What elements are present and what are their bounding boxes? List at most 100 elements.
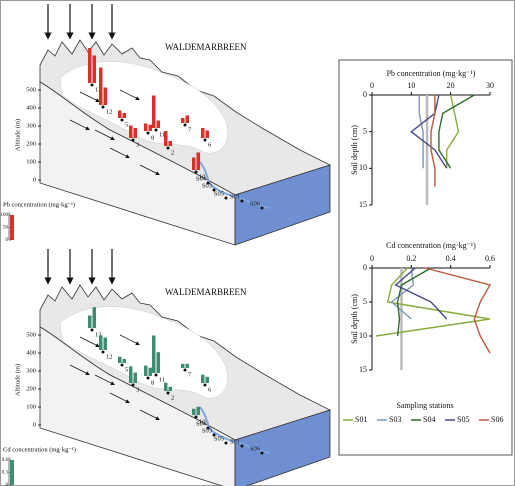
legend-title: Sampling stations [396, 401, 453, 410]
concentration-bar [118, 111, 122, 119]
legend-label: S01 [355, 415, 367, 424]
x-tick-label: 0.4 [446, 254, 456, 263]
concentration-bar [104, 88, 108, 106]
concentration-bar [144, 124, 148, 132]
concentration-bar [129, 366, 133, 383]
y-tick-label: 15 [359, 200, 367, 209]
y-axis-label: Soil depth (cm) [350, 294, 359, 344]
station-point [121, 119, 124, 122]
station-label: 5 [125, 121, 128, 128]
y-tick-label: 300 [26, 122, 36, 129]
station-point [132, 139, 135, 142]
station-point [147, 132, 150, 135]
concentration-bar [192, 409, 196, 415]
x-tick-label: 0.2 [406, 254, 416, 263]
y-tick-label: 0 [33, 421, 36, 428]
legend-label: S05 [457, 415, 469, 424]
station-label: 3 [136, 141, 139, 148]
station-point [102, 351, 105, 354]
y-tick-label: 400 [26, 104, 36, 111]
legend-label: S04 [423, 415, 435, 424]
station-point [195, 416, 198, 419]
station-label: 2 [171, 149, 174, 156]
station-point [132, 384, 135, 387]
outlet-label: S03 [202, 427, 212, 434]
y-tick-label: 200 [26, 140, 36, 147]
x-tick-label: 0 [370, 81, 374, 90]
concentration-bar [152, 336, 156, 374]
concentration-bar [93, 307, 97, 328]
station-label: 2 [171, 394, 174, 401]
diagram-title: WALDEMARBREEN [165, 42, 247, 52]
legend-bar [10, 460, 14, 485]
station-point [204, 384, 207, 387]
station-point [102, 106, 105, 109]
x-tick-label: 30 [486, 81, 494, 90]
y-tick-label: 0 [33, 176, 36, 183]
concentration-bar [118, 357, 122, 363]
y-tick-label: 15 [359, 365, 367, 374]
y-tick-label: 500 [26, 331, 36, 338]
outlet-point [261, 207, 264, 210]
legend-tick-label: 0.6 [2, 458, 9, 463]
legend-tick-label: 100 [1, 213, 9, 218]
concentration-bar [201, 128, 205, 138]
concentration-bar [164, 383, 168, 391]
diagram-title: WALDEMARBREEN [165, 287, 247, 297]
x-tick-label: 0 [370, 254, 374, 263]
y-tick-label: 100 [26, 403, 36, 410]
station-point [184, 369, 187, 372]
concentration-bar [169, 141, 173, 146]
y-tick-label: 10 [359, 331, 367, 340]
outlet-label: S03 [202, 182, 212, 189]
concentration-bar [104, 338, 108, 351]
station-point [167, 392, 170, 395]
concentration-bar [206, 377, 210, 383]
station-label: 11 [159, 376, 165, 383]
y-tick-label: 0 [363, 263, 367, 272]
concentration-bar [134, 128, 138, 138]
concentration-bar [169, 387, 173, 391]
legend-tick-label: 0.3 [2, 471, 9, 476]
chart-title: Cd concentration (mg·kg⁻¹) [386, 241, 476, 250]
concentration-bar [88, 316, 92, 329]
x-tick-label: 10 [407, 81, 415, 90]
concentration-bar [99, 68, 103, 106]
figure: WALDEMARBREENAltitude (m)010020030040050… [0, 0, 515, 486]
outlet-label: S06 [250, 200, 261, 207]
y-tick-label: 500 [26, 86, 36, 93]
station-point [204, 139, 207, 142]
station-point [184, 124, 187, 127]
concentration-bar [206, 131, 210, 139]
concentration-bar [197, 407, 201, 415]
outlet-label: S04 [196, 175, 207, 182]
concentration-bar [99, 335, 103, 350]
outlet-label: S04 [196, 420, 207, 427]
concentration-bar [129, 126, 133, 139]
station-point [155, 374, 158, 377]
outlet-point [241, 200, 244, 203]
outlet-point [225, 442, 228, 445]
concentration-bar [149, 368, 153, 376]
concentration-bar [134, 373, 138, 383]
station-label: 8 [151, 134, 154, 141]
station-label: 12 [106, 353, 113, 360]
legend-tick-label: 50 [3, 226, 9, 231]
concentration-bar [181, 364, 185, 368]
station-label: 12 [106, 108, 113, 115]
concentration-bar [157, 352, 161, 373]
outlet-label: S01 [230, 193, 240, 200]
station-point [147, 377, 150, 380]
y-tick-label: 5 [363, 297, 367, 306]
outlet-label: S01 [230, 438, 240, 445]
y-axis-label: Altitude (m) [14, 364, 21, 396]
legend-bar [10, 215, 14, 240]
station-point [91, 329, 94, 332]
legend-label: S03 [389, 415, 401, 424]
y-axis-label: Soil depth (cm) [350, 125, 359, 175]
concentration-bar [181, 118, 185, 123]
concentration-bar [186, 364, 190, 368]
station-label: 8 [151, 379, 154, 386]
station-label: 5 [125, 366, 128, 373]
concentration-bar [149, 125, 153, 131]
